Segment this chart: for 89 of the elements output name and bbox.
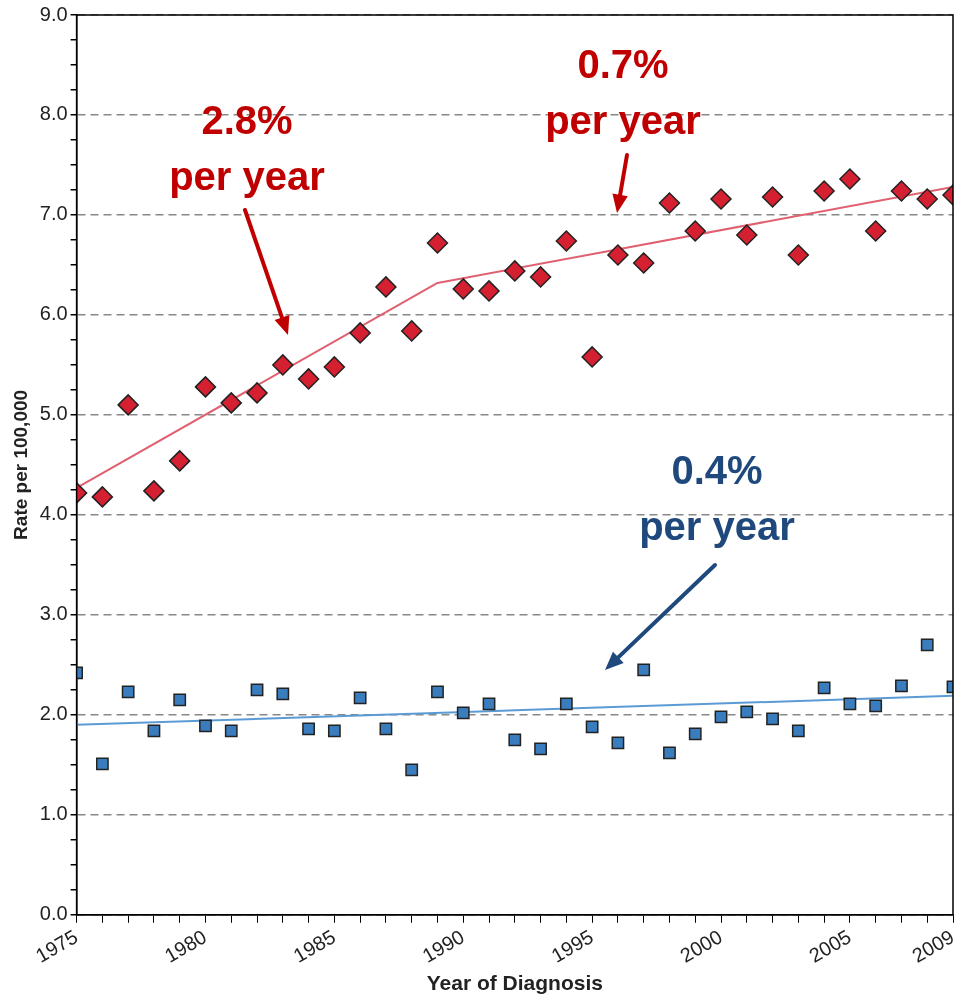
point bbox=[297, 368, 320, 390]
point bbox=[637, 663, 651, 677]
y-tick-label: 3.0 bbox=[39, 602, 68, 625]
point bbox=[559, 697, 573, 711]
x-axis-title: Year of Diagnosis bbox=[426, 971, 603, 995]
point bbox=[710, 188, 732, 210]
point bbox=[400, 320, 423, 342]
point bbox=[276, 687, 290, 701]
x-tick-label: 2009 bbox=[908, 925, 958, 967]
point bbox=[632, 252, 655, 274]
point bbox=[431, 685, 444, 699]
point bbox=[349, 322, 371, 344]
annotation: 0.4% per year bbox=[638, 447, 796, 550]
x-tick-label: 1995 bbox=[547, 925, 597, 967]
point bbox=[736, 224, 758, 246]
point bbox=[843, 697, 857, 711]
x-tick-label: 2000 bbox=[676, 925, 726, 967]
point bbox=[839, 168, 861, 190]
y-tick-label: 5.0 bbox=[39, 402, 68, 425]
point bbox=[250, 683, 264, 697]
y-axis-title: Rate per 100,000 bbox=[9, 389, 31, 540]
y-tick-label: 4.0 bbox=[39, 502, 68, 525]
point bbox=[272, 354, 294, 376]
point bbox=[761, 186, 784, 208]
x-tick-label: 1990 bbox=[418, 925, 469, 967]
point bbox=[375, 276, 397, 298]
y-tick-label: 6.0 bbox=[39, 302, 68, 325]
point bbox=[353, 691, 367, 705]
y-tick-label: 8.0 bbox=[39, 102, 68, 125]
point bbox=[173, 693, 187, 707]
x-tick-label: 1980 bbox=[160, 925, 211, 967]
point bbox=[611, 736, 625, 750]
point bbox=[766, 712, 779, 726]
point bbox=[147, 724, 161, 738]
annotation: 0.7% per year bbox=[544, 41, 702, 144]
point bbox=[529, 266, 552, 288]
point bbox=[246, 382, 268, 404]
point bbox=[117, 394, 139, 416]
annotation: 2.8% per year bbox=[168, 97, 326, 200]
y-tick-label: 1.0 bbox=[39, 802, 68, 825]
point bbox=[534, 742, 547, 756]
point bbox=[688, 727, 702, 741]
point bbox=[869, 699, 883, 713]
x-tick-label: 1985 bbox=[289, 925, 340, 967]
point bbox=[379, 722, 393, 736]
point bbox=[194, 376, 217, 398]
point bbox=[302, 722, 315, 736]
point bbox=[121, 685, 135, 699]
y-tick-label: 9.0 bbox=[39, 2, 68, 25]
point bbox=[890, 180, 913, 202]
point bbox=[813, 180, 835, 202]
y-tick-label: 0.0 bbox=[39, 902, 68, 925]
point bbox=[323, 356, 346, 378]
point bbox=[714, 710, 728, 724]
point bbox=[220, 392, 243, 414]
point bbox=[817, 681, 831, 695]
point bbox=[658, 192, 681, 214]
point bbox=[791, 724, 805, 738]
y-tick-label: 7.0 bbox=[39, 202, 68, 225]
x-tick-label: 1975 bbox=[31, 925, 82, 967]
point bbox=[478, 280, 500, 302]
point bbox=[581, 346, 603, 368]
point bbox=[920, 638, 934, 652]
point bbox=[482, 697, 496, 711]
point bbox=[787, 244, 810, 266]
point bbox=[740, 705, 754, 719]
point bbox=[607, 244, 629, 266]
point bbox=[895, 679, 908, 693]
point bbox=[91, 486, 114, 508]
point bbox=[663, 746, 676, 760]
point bbox=[224, 724, 238, 738]
point bbox=[452, 278, 474, 300]
point bbox=[684, 220, 706, 242]
point bbox=[456, 706, 470, 720]
point bbox=[864, 220, 887, 242]
point bbox=[426, 232, 449, 254]
point bbox=[168, 450, 191, 472]
point bbox=[405, 763, 419, 777]
y-tick-label: 2.0 bbox=[39, 702, 68, 725]
point bbox=[585, 720, 599, 734]
point bbox=[95, 757, 109, 771]
x-tick-label: 2005 bbox=[805, 925, 855, 967]
point bbox=[508, 733, 522, 747]
point bbox=[327, 724, 341, 738]
point bbox=[199, 719, 212, 733]
point bbox=[504, 260, 526, 282]
point bbox=[143, 480, 165, 502]
point bbox=[555, 230, 578, 252]
point bbox=[916, 188, 938, 210]
